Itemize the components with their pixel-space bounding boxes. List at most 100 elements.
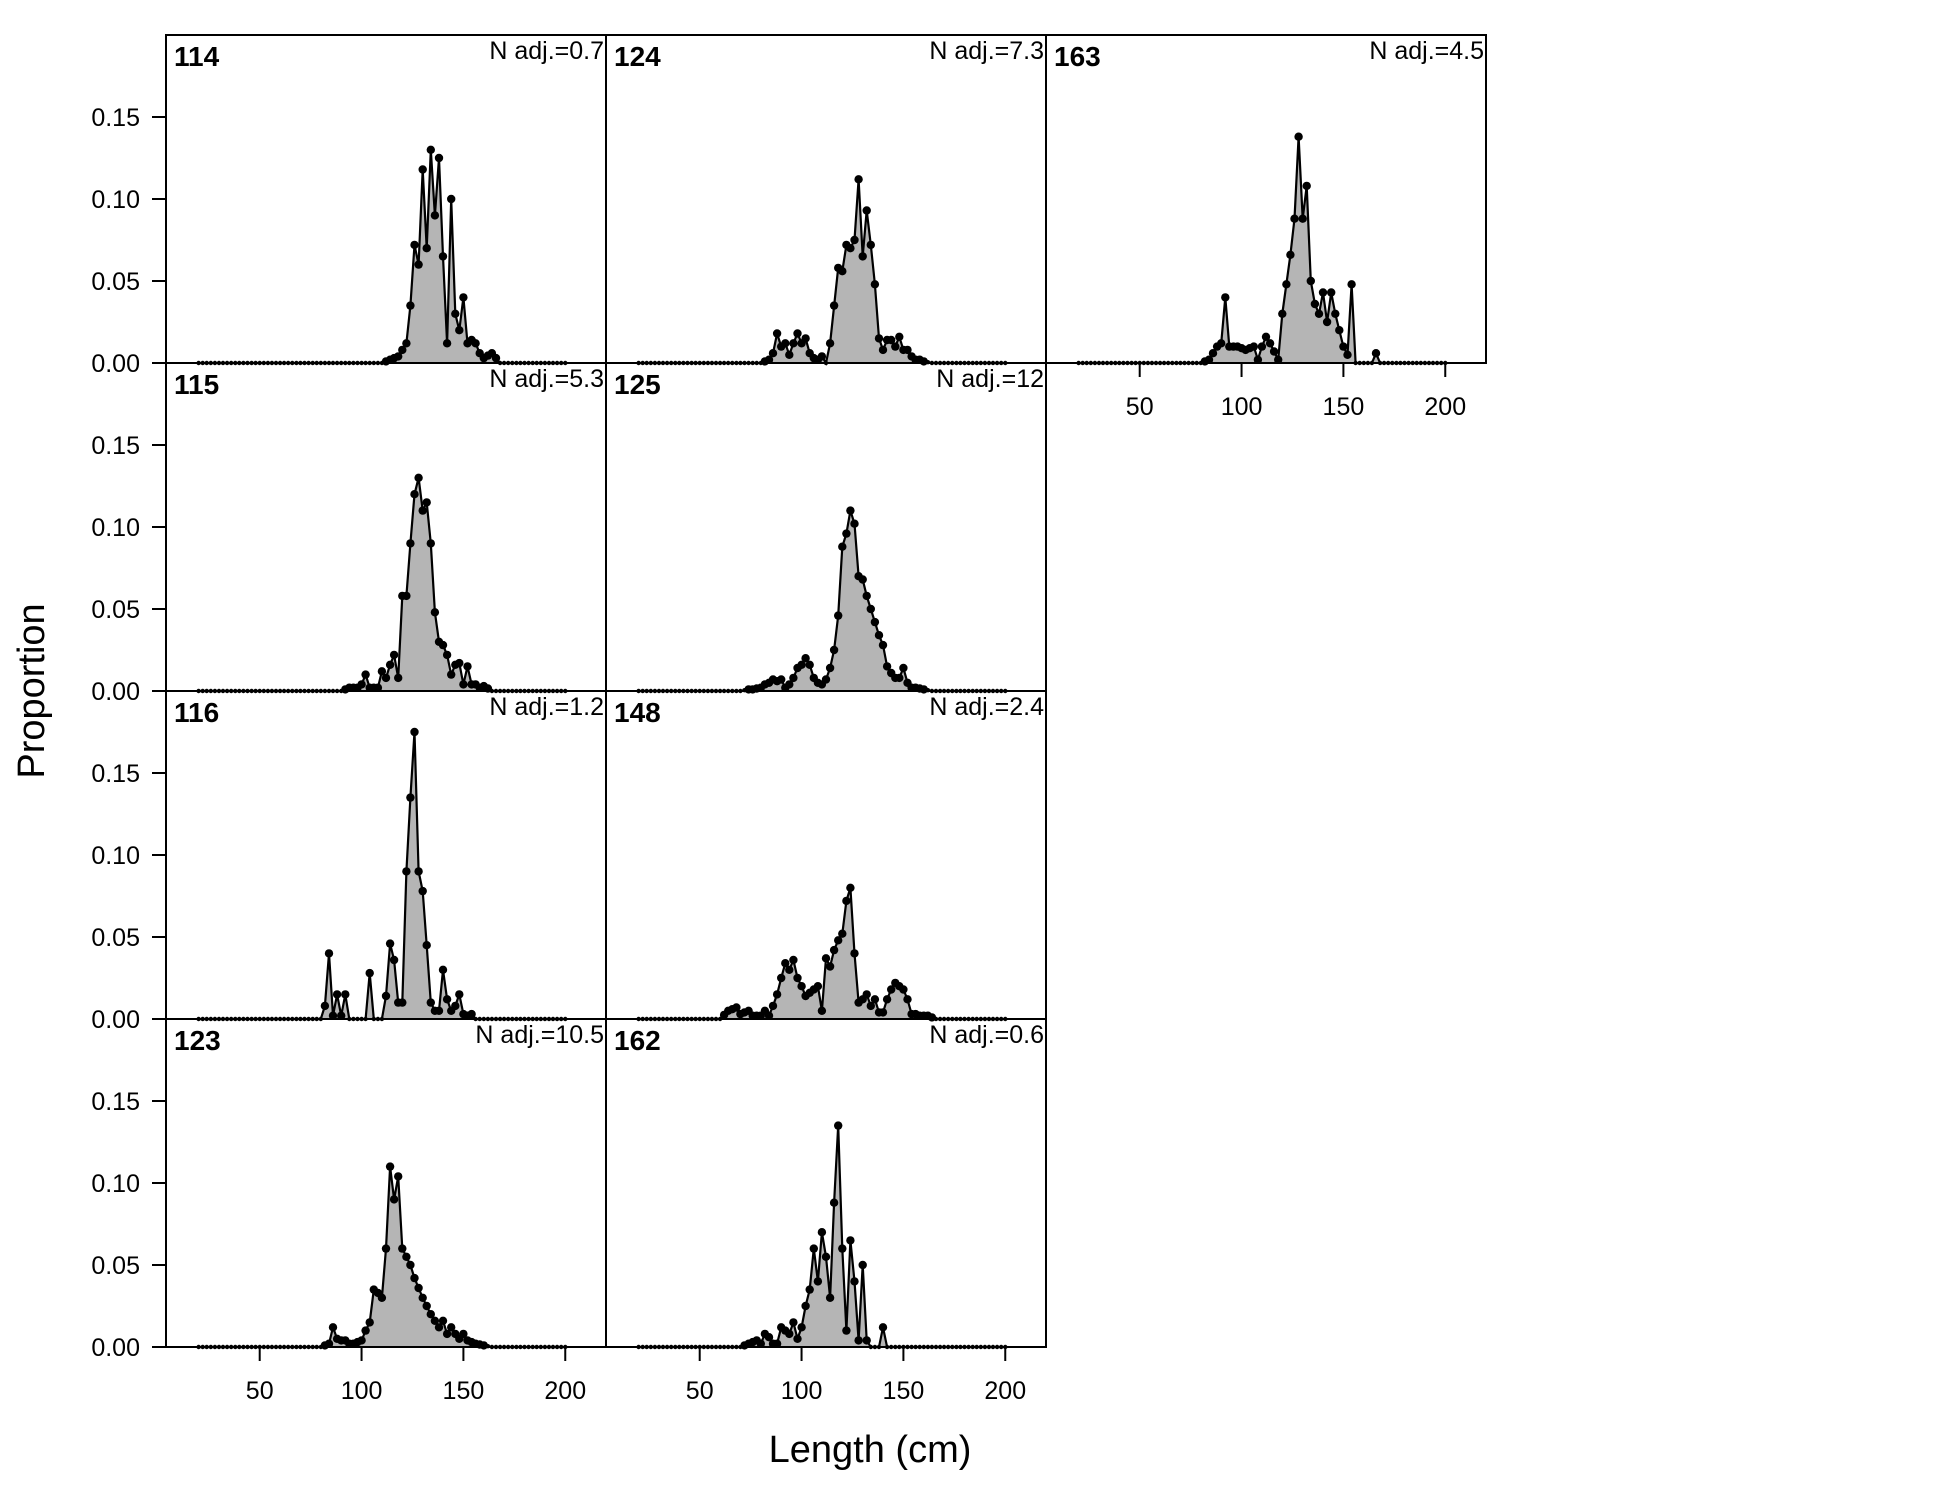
- panel-125-frame: [605, 362, 1047, 692]
- panel-115-point: [361, 670, 370, 679]
- panel-116-point: [385, 939, 395, 948]
- y-tick-label: 0.15: [91, 104, 140, 132]
- panel-148-point: [732, 1003, 741, 1012]
- panel-124-point: [764, 355, 774, 364]
- panel-148-point: [887, 985, 896, 994]
- y-tick-label: 0.05: [91, 268, 140, 296]
- panel-124-point: [793, 329, 802, 338]
- panel-163-point: [1339, 342, 1348, 351]
- panel-124-point: [874, 334, 884, 343]
- panel-125-point: [838, 542, 847, 551]
- panel-123-point: [406, 1260, 415, 1270]
- panel-125-point: [870, 617, 880, 627]
- panel-125-point: [882, 662, 892, 671]
- panel-163-line: [1078, 136, 1446, 365]
- panel-124-point: [858, 252, 867, 261]
- panel-114-point: [402, 339, 411, 348]
- panel-123-point: [385, 1162, 395, 1171]
- panel-162-point: [862, 1336, 871, 1345]
- panel-148-point: [834, 936, 843, 945]
- panel-124-point: [866, 240, 875, 250]
- y-tick-label: 0.10: [91, 842, 140, 870]
- panel-116-area: [198, 732, 566, 1019]
- panel-148-point: [817, 1006, 827, 1015]
- panel-124-area: [638, 179, 1006, 363]
- panel-124-point: [854, 175, 863, 184]
- panel-124-n-adj: N adj.=7.3: [929, 37, 1044, 65]
- x-tick-label: 50: [246, 1377, 274, 1405]
- panel-114-point: [442, 339, 452, 348]
- panel-162-point: [850, 1277, 859, 1286]
- panel-124-label: 124: [614, 41, 661, 72]
- panel-115-line: [198, 477, 566, 693]
- panel-163-point: [1221, 293, 1230, 302]
- panel-123-point: [410, 1273, 419, 1283]
- x-tick-label: 150: [883, 1377, 925, 1405]
- panel-116-point: [332, 990, 342, 999]
- y-tick-label: 0.10: [91, 1170, 140, 1198]
- x-tick-label: 200: [1424, 393, 1466, 421]
- panel-162-point: [821, 1252, 831, 1262]
- panel-124-point: [862, 206, 871, 215]
- panel-148-point: [903, 995, 912, 1004]
- panel-125-point: [846, 506, 855, 515]
- panel-163-frame: [1045, 34, 1487, 364]
- panel-148-point: [838, 929, 847, 938]
- panel-162-point: [764, 1333, 774, 1342]
- panel-125-point: [789, 673, 798, 683]
- panel-162-point: [834, 1121, 843, 1130]
- panel-148-point: [878, 1008, 888, 1017]
- panel-123-point: [430, 1316, 440, 1326]
- y-tick-label: 0.10: [91, 514, 140, 542]
- panel-125-point: [895, 673, 904, 683]
- panel-148-point: [825, 962, 835, 971]
- panel-163-point: [1217, 339, 1226, 348]
- panel-148-n-adj: N adj.=2.4: [929, 693, 1044, 721]
- panel-114-point: [471, 339, 480, 348]
- panel-115-frame: [165, 362, 607, 692]
- panel-162-point: [854, 1336, 863, 1345]
- panel-116-point: [422, 941, 431, 950]
- panel-148-point: [785, 965, 794, 974]
- panel-114-frame: [165, 34, 607, 364]
- x-tick-label: 150: [1323, 393, 1365, 421]
- panel-115-n-adj: N adj.=5.3: [489, 365, 604, 393]
- panel-163-point: [1204, 355, 1214, 364]
- panel-125-point: [805, 660, 814, 669]
- panel-163-point: [1286, 250, 1295, 259]
- panel-163-point: [1331, 309, 1340, 318]
- panel-123-point: [365, 1318, 374, 1327]
- panel-123-point: [459, 1329, 468, 1339]
- y-tick-label: 0.05: [91, 924, 140, 952]
- panel-125-point: [825, 663, 835, 673]
- panel-115-point: [426, 539, 435, 548]
- panel-163-point: [1294, 132, 1303, 141]
- y-tick-label: 0.15: [91, 1088, 140, 1116]
- panel-116-point: [426, 998, 435, 1007]
- x-tick-label: 100: [1221, 393, 1263, 421]
- panel-163-point: [1310, 299, 1320, 309]
- panel-163-point: [1253, 355, 1263, 364]
- panel-148-label: 148: [614, 697, 661, 728]
- panel-114-n-adj: N adj.=0.7: [489, 37, 604, 65]
- panel-114-point: [398, 345, 407, 355]
- panel-163-point: [1257, 342, 1267, 351]
- panel-124-point: [785, 350, 794, 359]
- panel-116-point: [442, 995, 452, 1004]
- panel-125-point: [866, 604, 875, 614]
- panel-162-point: [809, 1244, 818, 1253]
- panel-123-label: 123: [174, 1025, 221, 1056]
- panel-124-point: [870, 280, 880, 289]
- panel-124-point: [781, 339, 790, 348]
- panel-148-point: [821, 954, 831, 963]
- panel-123-point: [434, 1323, 444, 1332]
- y-tick-label: 0.00: [91, 678, 140, 706]
- panel-116-point: [381, 991, 391, 1001]
- panel-124-line: [638, 179, 1006, 366]
- panel-148-point: [850, 949, 859, 958]
- panel-116-frame: [165, 690, 607, 1020]
- panel-114-point: [410, 240, 419, 250]
- panel-163-point: [1327, 288, 1336, 297]
- panel-116-point: [402, 867, 411, 876]
